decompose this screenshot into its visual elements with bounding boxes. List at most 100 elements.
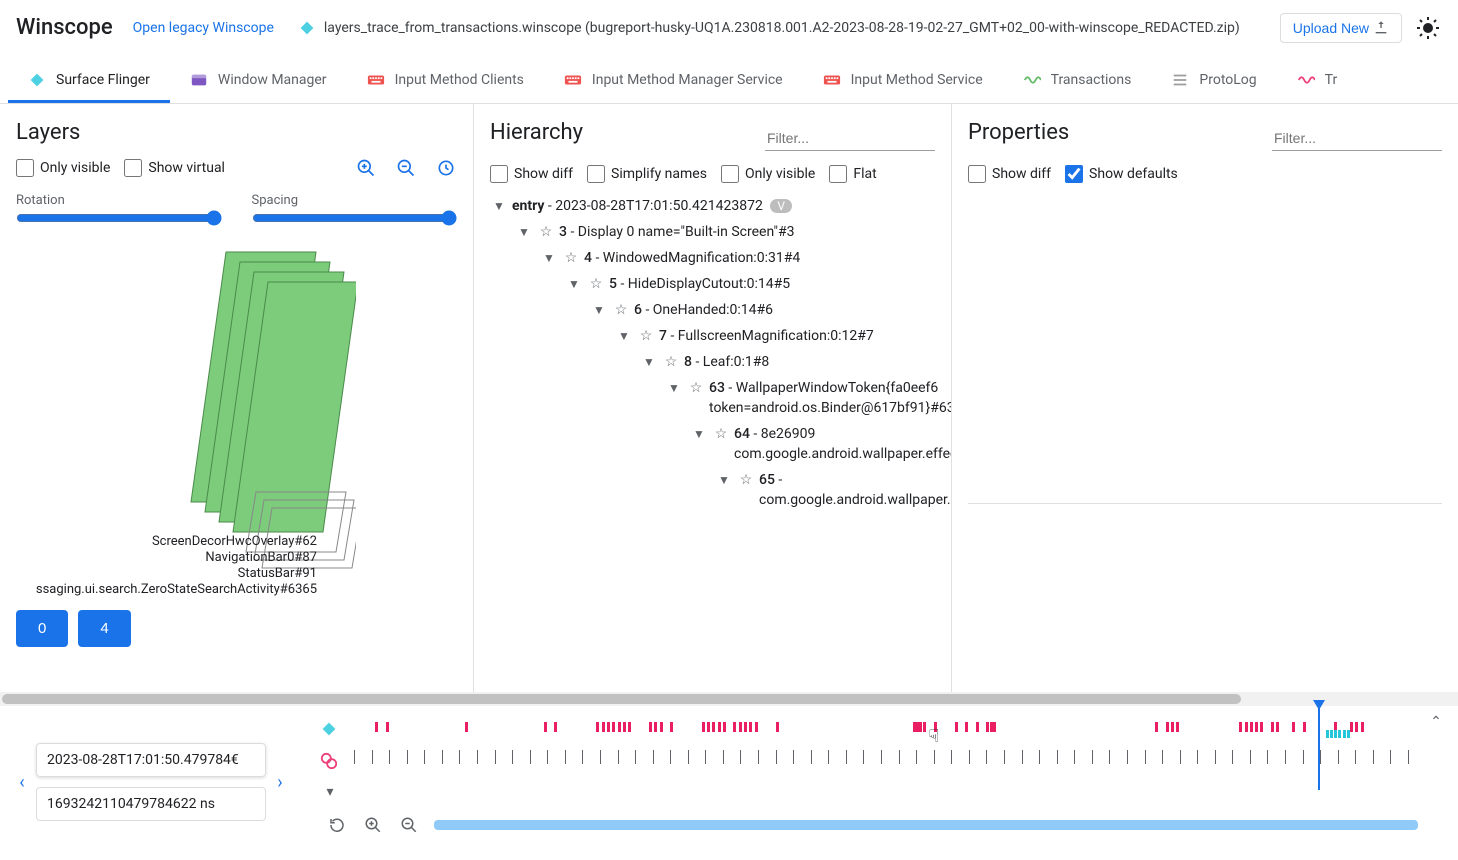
expand-timeline-button[interactable]: ⌃: [1426, 714, 1446, 850]
hierarchy-show-diff-checkbox[interactable]: Show diff: [490, 165, 573, 183]
trace-tabs: Surface FlingerWindow ManagerInput Metho…: [0, 56, 1458, 104]
visibility-badge: V: [770, 199, 792, 213]
chevron-down-icon[interactable]: ▼: [690, 424, 708, 444]
simplify-names-checkbox[interactable]: Simplify names: [587, 165, 707, 183]
keyboard-icon: [823, 71, 841, 89]
keyboard-icon: [367, 71, 385, 89]
window-icon: [190, 71, 208, 89]
layer-labels: ScreenDecorHwcOverlay#62NavigationBar0#8…: [16, 534, 317, 598]
tree-row[interactable]: ▼☆63 - WallpaperWindowToken{fa0eef6 toke…: [665, 375, 935, 421]
properties-divider: [968, 503, 1442, 504]
file-chip: layers_trace_from_transactions.winscope …: [298, 19, 1240, 37]
trace-file-name: layers_trace_from_transactions.winscope …: [324, 20, 1240, 36]
surface-flinger-track-icon[interactable]: [320, 720, 338, 738]
layer-tree: ▼ entry - 2023-08-28T17:01:50.421423872 …: [490, 193, 935, 513]
timeline: ‹ 2023-08-28T17:01:50.479784€ 1693242110…: [0, 706, 1458, 858]
show-defaults-checkbox[interactable]: Show defaults: [1065, 165, 1178, 183]
track-selector-dropdown[interactable]: ▾: [320, 784, 340, 800]
next-entry-button[interactable]: ›: [270, 772, 290, 793]
tab-tr[interactable]: Tr: [1277, 56, 1358, 103]
reset-view-icon[interactable]: [435, 157, 457, 179]
layer-label: ScreenDecorHwcOverlay#62: [16, 534, 317, 550]
star-icon[interactable]: ☆: [687, 378, 705, 398]
chevron-down-icon[interactable]: ▼: [665, 378, 683, 398]
timestamp-human-field[interactable]: 2023-08-28T17:01:50.479784€: [36, 743, 266, 777]
chevron-down-icon[interactable]: ▼: [515, 222, 533, 242]
prev-entry-button[interactable]: ‹: [12, 772, 32, 793]
upload-icon: [1373, 20, 1389, 36]
chevron-down-icon[interactable]: ▼: [590, 300, 608, 320]
tree-row[interactable]: ▼☆64 - 8e26909 com.google.android.wallpa…: [690, 421, 935, 467]
star-icon[interactable]: ☆: [712, 424, 730, 444]
spacing-slider[interactable]: [252, 210, 458, 226]
legacy-winscope-link[interactable]: Open legacy Winscope: [133, 20, 274, 36]
chevron-down-icon[interactable]: ▼: [540, 248, 558, 268]
rotation-slider[interactable]: [16, 210, 222, 226]
hierarchy-filter-input[interactable]: [765, 126, 935, 151]
timeline-track-area[interactable]: ☟: [354, 714, 1408, 810]
display-button-4[interactable]: 4: [78, 610, 130, 647]
upload-new-button[interactable]: Upload New: [1280, 13, 1402, 43]
only-visible-checkbox[interactable]: Only visible: [16, 159, 110, 177]
tree-row[interactable]: ▼☆65 - com.google.android.wallpaper.effe…: [715, 467, 935, 513]
timeline-reset-icon[interactable]: [326, 814, 348, 836]
tab-input-method-clients[interactable]: Input Method Clients: [347, 56, 544, 103]
surface-flinger-icon: [298, 19, 316, 37]
star-icon[interactable]: ☆: [562, 248, 580, 268]
layer-label: NavigationBar0#87: [16, 550, 317, 566]
star-icon[interactable]: ☆: [637, 326, 655, 346]
zoom-in-icon[interactable]: [355, 157, 377, 179]
star-icon[interactable]: ☆: [737, 470, 755, 490]
tab-transactions[interactable]: Transactions: [1003, 56, 1152, 103]
properties-show-diff-checkbox[interactable]: Show diff: [968, 165, 1051, 183]
star-icon[interactable]: ☆: [662, 352, 680, 372]
tab-protolog[interactable]: ProtoLog: [1151, 56, 1276, 103]
tree-entry-row[interactable]: ▼ entry - 2023-08-28T17:01:50.421423872 …: [490, 193, 935, 219]
layers-3d-view[interactable]: ScreenDecorHwcOverlay#62NavigationBar0#8…: [16, 242, 457, 602]
tab-input-method-manager-service[interactable]: Input Method Manager Service: [544, 56, 803, 103]
transactions-track-icon[interactable]: [320, 752, 338, 770]
timeline-zoom-in-icon[interactable]: [362, 814, 384, 836]
horizontal-scrollbar[interactable]: [0, 692, 1458, 706]
star-icon[interactable]: ☆: [537, 222, 555, 242]
pointer-cursor-icon: ☟: [928, 726, 939, 747]
tree-row[interactable]: ▼☆6 - OneHanded:0:14#6: [590, 297, 935, 323]
diamond-icon: [28, 71, 46, 89]
list-icon: [1171, 71, 1189, 89]
timeline-zoom-out-icon[interactable]: [398, 814, 420, 836]
chevron-down-icon[interactable]: ▼: [715, 470, 733, 490]
properties-filter-input[interactable]: [1272, 126, 1442, 151]
hierarchy-only-visible-checkbox[interactable]: Only visible: [721, 165, 815, 183]
display-button-0[interactable]: 0: [16, 610, 68, 647]
timestamp-ns-field[interactable]: 1693242110479784622 ns: [36, 787, 266, 821]
display-selector: 04: [16, 610, 457, 647]
tree-row[interactable]: ▼☆5 - HideDisplayCutout:0:14#5: [565, 271, 935, 297]
zoom-out-icon[interactable]: [395, 157, 417, 179]
tab-surface-flinger[interactable]: Surface Flinger: [8, 56, 170, 103]
tab-window-manager[interactable]: Window Manager: [170, 56, 347, 103]
layers-title: Layers: [16, 120, 457, 145]
chevron-down-icon[interactable]: ▼: [640, 352, 658, 372]
main-panes: Layers Only visible Show virtual Rotatio…: [0, 104, 1458, 692]
tab-input-method-service[interactable]: Input Method Service: [803, 56, 1003, 103]
timeline-cursor[interactable]: [1318, 706, 1320, 790]
properties-title: Properties: [968, 120, 1069, 145]
dark-mode-toggle[interactable]: [1414, 14, 1442, 42]
star-icon[interactable]: ☆: [612, 300, 630, 320]
hierarchy-title: Hierarchy: [490, 120, 583, 145]
flat-checkbox[interactable]: Flat: [829, 165, 876, 183]
chevron-down-icon[interactable]: ▼: [615, 326, 633, 346]
chevron-down-icon[interactable]: ▼: [565, 274, 583, 294]
layers-pane: Layers Only visible Show virtual Rotatio…: [0, 104, 474, 692]
show-virtual-checkbox[interactable]: Show virtual: [124, 159, 225, 177]
tree-row[interactable]: ▼☆8 - Leaf:0:1#8: [640, 349, 935, 375]
tree-row[interactable]: ▼☆7 - FullscreenMagnification:0:12#7: [615, 323, 935, 349]
properties-pane: Properties Show diff Show defaults: [952, 104, 1458, 692]
timeline-zoom-scrollbar[interactable]: [434, 820, 1418, 830]
chevron-down-icon[interactable]: ▼: [490, 196, 508, 216]
app-header: Winscope Open legacy Winscope layers_tra…: [0, 0, 1458, 56]
star-icon[interactable]: ☆: [587, 274, 605, 294]
tree-row[interactable]: ▼☆4 - WindowedMagnification:0:31#4: [540, 245, 935, 271]
tree-row[interactable]: ▼☆3 - Display 0 name="Built-in Screen"#3: [515, 219, 935, 245]
wave-icon: [1023, 71, 1041, 89]
